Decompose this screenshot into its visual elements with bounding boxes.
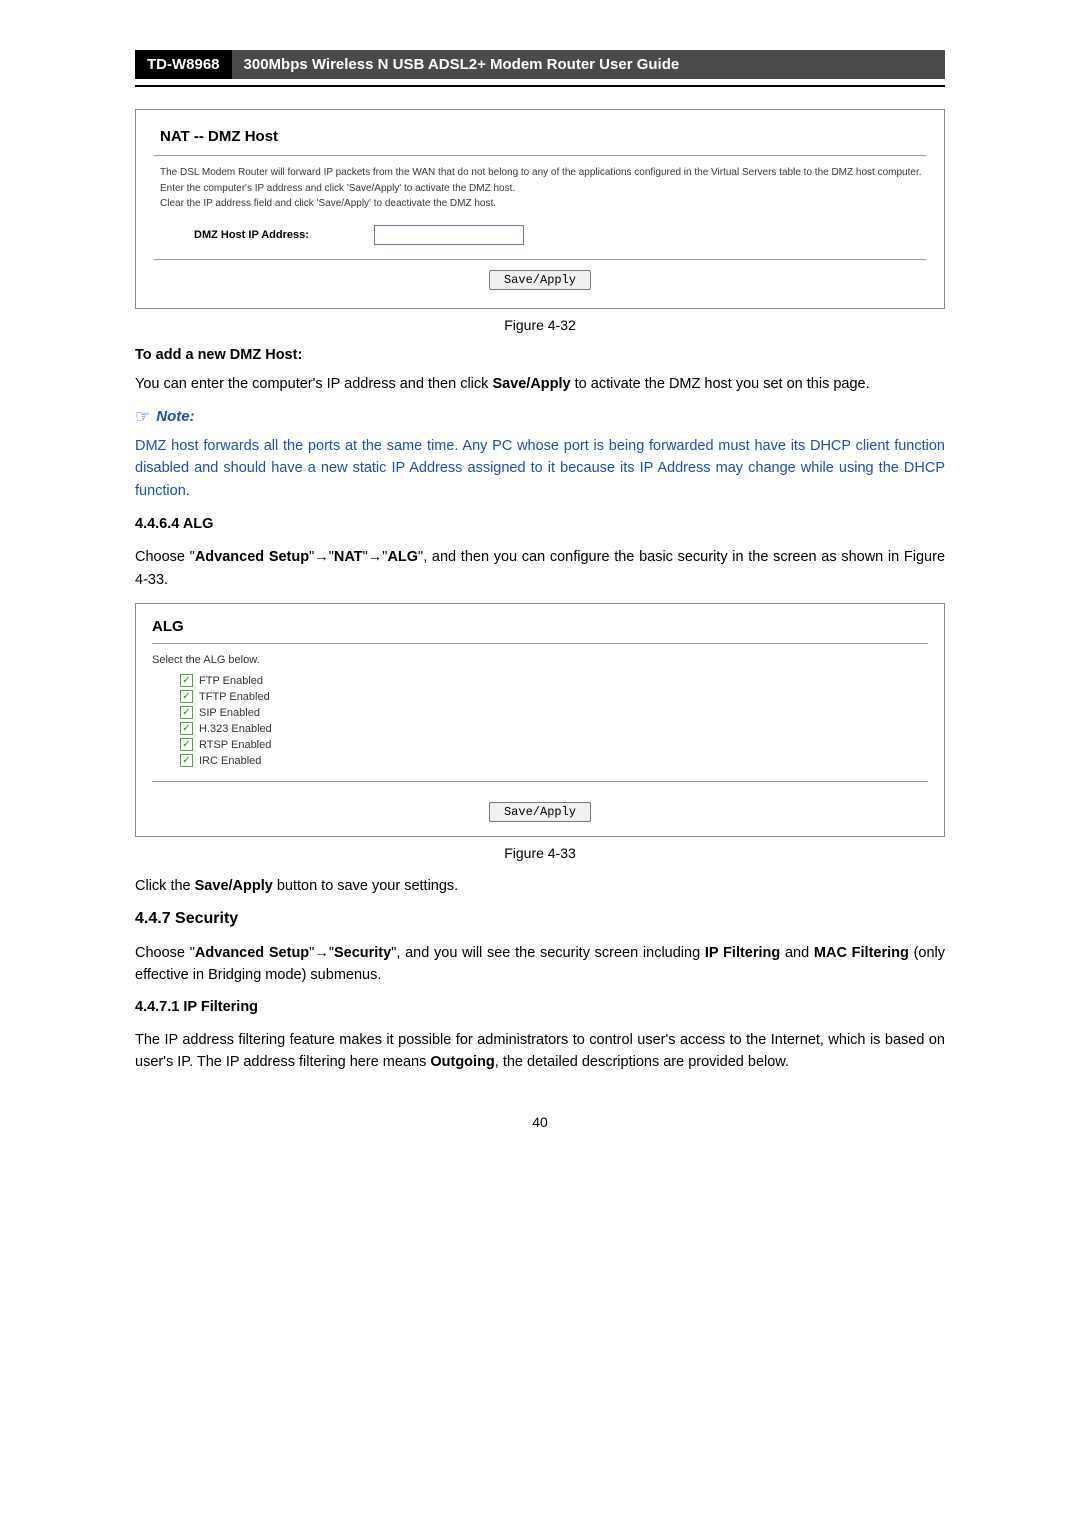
text: button to save your settings. — [273, 878, 458, 894]
divider — [152, 643, 928, 644]
save-apply-button[interactable]: Save/Apply — [489, 802, 591, 822]
nat-dmz-title: NAT -- DMZ Host — [160, 128, 926, 145]
text: to activate the DMZ host you set on this… — [571, 376, 870, 392]
dmz-ip-label: DMZ Host IP Address: — [194, 229, 374, 241]
alg-item-label: H.323 Enabled — [199, 723, 272, 735]
divider — [154, 259, 926, 260]
alg-checkbox-row: ✓ FTP Enabled — [180, 674, 928, 687]
alg-checkbox-row: ✓ IRC Enabled — [180, 754, 928, 767]
alg-section-heading: 4.4.6.4 ALG — [135, 516, 945, 532]
text: Click the — [135, 878, 195, 894]
divider — [154, 155, 926, 156]
alg-item-label: RTSP Enabled — [199, 739, 271, 751]
text-bold: Advanced Setup — [195, 549, 309, 565]
alg-checkbox-row: ✓ SIP Enabled — [180, 706, 928, 719]
text: Choose " — [135, 945, 195, 961]
doc-header: TD-W8968 300Mbps Wireless N USB ADSL2+ M… — [135, 50, 945, 79]
checkbox-checked-icon[interactable]: ✓ — [180, 706, 193, 719]
text: You can enter the computer's IP address … — [135, 376, 492, 392]
alg-checkbox-row: ✓ H.323 Enabled — [180, 722, 928, 735]
text-bold: MAC Filtering — [814, 945, 909, 961]
text: ", and you will see the security screen … — [391, 945, 705, 961]
text-bold: Save/Apply — [195, 878, 273, 894]
text: and — [780, 945, 814, 961]
text: , the detailed descriptions are provided… — [495, 1054, 789, 1070]
alg-item-label: FTP Enabled — [199, 675, 263, 687]
text-bold: Save/Apply — [492, 376, 570, 392]
note-body: DMZ host forwards all the ports at the s… — [135, 435, 945, 502]
ip-filtering-paragraph: The IP address filtering feature makes i… — [135, 1029, 945, 1074]
text-bold: ALG — [387, 549, 418, 565]
add-dmz-paragraph: You can enter the computer's IP address … — [135, 373, 945, 395]
nat-dmz-desc-1: The DSL Modem Router will forward IP pac… — [160, 166, 926, 180]
text-bold: NAT — [334, 549, 363, 565]
alg-select-label: Select the ALG below. — [152, 654, 928, 666]
nat-dmz-screenshot: NAT -- DMZ Host The DSL Modem Router wil… — [135, 109, 945, 309]
add-dmz-heading: To add a new DMZ Host: — [135, 347, 945, 363]
save-apply-line: Click the Save/Apply button to save your… — [135, 875, 945, 897]
nat-dmz-desc-3: Clear the IP address field and click 'Sa… — [160, 197, 926, 211]
dmz-ip-input[interactable] — [374, 225, 524, 245]
alg-paragraph: Choose "Advanced Setup"→"NAT"→"ALG", and… — [135, 546, 945, 591]
header-title: 300Mbps Wireless N USB ADSL2+ Modem Rout… — [232, 50, 945, 79]
alg-item-label: TFTP Enabled — [199, 691, 270, 703]
alg-item-label: SIP Enabled — [199, 707, 260, 719]
alg-checkbox-row: ✓ RTSP Enabled — [180, 738, 928, 751]
security-paragraph: Choose "Advanced Setup"→"Security", and … — [135, 942, 945, 987]
note-heading: ☞ Note: — [135, 407, 945, 427]
text-bold: Advanced Setup — [195, 945, 309, 961]
checkbox-checked-icon[interactable]: ✓ — [180, 674, 193, 687]
text-bold: IP Filtering — [705, 945, 780, 961]
security-section-heading: 4.4.7 Security — [135, 910, 945, 928]
text: "→" — [309, 549, 334, 565]
text: Choose " — [135, 549, 195, 565]
page-number: 40 — [135, 1114, 945, 1130]
figure-4-32-caption: Figure 4-32 — [135, 317, 945, 333]
checkbox-checked-icon[interactable]: ✓ — [180, 738, 193, 751]
pointing-hand-icon: ☞ — [135, 407, 150, 427]
alg-title: ALG — [152, 618, 928, 635]
alg-item-label: IRC Enabled — [199, 755, 261, 767]
save-apply-button[interactable]: Save/Apply — [489, 270, 591, 290]
text: "→" — [309, 945, 334, 961]
checkbox-checked-icon[interactable]: ✓ — [180, 754, 193, 767]
ip-filtering-heading: 4.4.7.1 IP Filtering — [135, 999, 945, 1015]
header-model: TD-W8968 — [135, 50, 232, 79]
text-bold: Security — [334, 945, 391, 961]
alg-screenshot: ALG Select the ALG below. ✓ FTP Enabled … — [135, 603, 945, 837]
divider — [152, 781, 928, 782]
nat-dmz-desc-2: Enter the computer's IP address and clic… — [160, 182, 926, 196]
figure-4-33-caption: Figure 4-33 — [135, 845, 945, 861]
text-bold: Outgoing — [430, 1054, 494, 1070]
checkbox-checked-icon[interactable]: ✓ — [180, 690, 193, 703]
text: "→" — [363, 549, 388, 565]
header-divider — [135, 85, 945, 87]
dmz-ip-field-row: DMZ Host IP Address: — [194, 225, 926, 245]
note-label: Note: — [156, 408, 194, 425]
alg-checkbox-row: ✓ TFTP Enabled — [180, 690, 928, 703]
checkbox-checked-icon[interactable]: ✓ — [180, 722, 193, 735]
